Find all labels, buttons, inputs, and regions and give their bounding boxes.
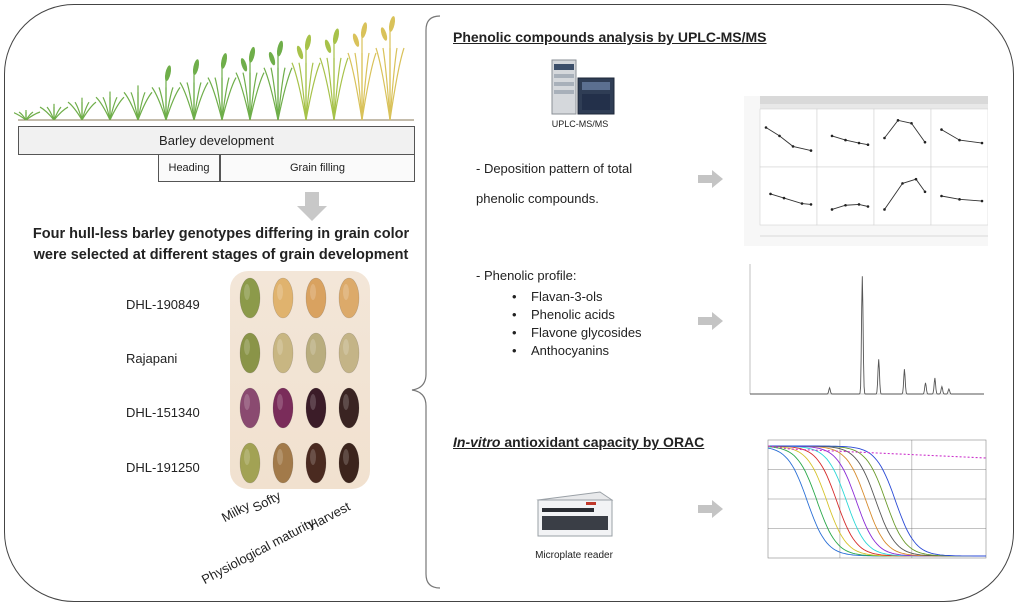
barley-plant bbox=[95, 91, 125, 121]
timeline-label: Barley development bbox=[159, 133, 274, 148]
outer-frame bbox=[4, 4, 1014, 602]
right-arrow-2 bbox=[698, 312, 724, 330]
genotypes-title-line2: were selected at different stages of gra… bbox=[33, 247, 409, 263]
grain bbox=[239, 442, 261, 484]
right-arrow-1 bbox=[698, 170, 724, 188]
deposition-pattern-plot bbox=[744, 96, 988, 246]
grain-grid bbox=[239, 277, 360, 484]
barley-plants-illustration bbox=[14, 16, 414, 121]
barley-plant bbox=[207, 53, 237, 121]
barley-plant bbox=[319, 28, 349, 121]
barley-plant bbox=[235, 46, 265, 121]
uplc-label: UPLC-MS/MS bbox=[551, 119, 609, 129]
genotype-label-4: DHL-191250 bbox=[126, 460, 200, 475]
profile-item-2-label: Phenolic acids bbox=[531, 307, 615, 322]
microplate-label: Microplate reader bbox=[535, 550, 613, 561]
profile-heading: - Phenolic profile: bbox=[476, 268, 577, 283]
grain bbox=[272, 387, 294, 429]
grain bbox=[338, 387, 360, 429]
section-title-orac: In-vitro antioxidant capacity by ORAC bbox=[453, 434, 704, 450]
grain bbox=[305, 277, 327, 319]
section-title-uplc: Phenolic compounds analysis by UPLC-MS/M… bbox=[453, 29, 767, 45]
uplc-instrument-icon bbox=[551, 59, 615, 115]
heading-stage-box: Heading bbox=[158, 155, 220, 182]
heading-stage-label: Heading bbox=[168, 162, 210, 174]
right-arrow-3 bbox=[698, 500, 724, 518]
timeline-bar: Barley development bbox=[18, 126, 415, 155]
grain bbox=[239, 332, 261, 374]
grain bbox=[272, 442, 294, 484]
profile-item-1-label: Flavan-3-ols bbox=[531, 289, 603, 304]
deposition-text-line2: phenolic compounds. bbox=[476, 191, 599, 206]
genotypes-title: Four hull-less barley genotypes differin… bbox=[18, 224, 424, 266]
barley-plant bbox=[151, 65, 181, 121]
orac-decay-plot bbox=[744, 436, 990, 570]
genotype-label-2: Rajapani bbox=[126, 351, 178, 366]
grain bbox=[338, 442, 360, 484]
grain-filling-stage-box: Grain filling bbox=[220, 155, 415, 182]
barley-plant bbox=[14, 110, 41, 121]
profile-item-1: • Flavan-3-ols bbox=[512, 289, 603, 304]
genotypes-title-line1: Four hull-less barley genotypes differin… bbox=[32, 226, 410, 242]
barley-plant bbox=[291, 34, 321, 121]
section-title-orac-rest: antioxidant capacity by ORAC bbox=[500, 434, 705, 450]
barley-plant bbox=[263, 40, 293, 121]
grain bbox=[239, 387, 261, 429]
grain bbox=[338, 332, 360, 374]
barley-plant bbox=[39, 103, 69, 121]
grain bbox=[305, 332, 327, 374]
curly-brace bbox=[411, 15, 441, 589]
grain bbox=[305, 442, 327, 484]
profile-item-4-label: Anthocyanins bbox=[531, 343, 610, 358]
grain-filling-stage-label: Grain filling bbox=[289, 162, 346, 174]
barley-plants bbox=[14, 16, 405, 121]
down-arrow bbox=[296, 192, 328, 222]
barley-plant bbox=[67, 97, 97, 121]
microplate-reader-icon bbox=[536, 491, 614, 537]
grain bbox=[338, 277, 360, 319]
barley-plant bbox=[123, 85, 153, 121]
chromatogram-plot bbox=[744, 256, 988, 406]
barley-plant bbox=[179, 59, 209, 121]
grain bbox=[239, 277, 261, 319]
profile-item-3: • Flavone glycosides bbox=[512, 325, 642, 340]
genotype-label-3: DHL-151340 bbox=[126, 405, 200, 420]
profile-item-2: • Phenolic acids bbox=[512, 307, 615, 322]
barley-plant bbox=[375, 16, 405, 121]
grain bbox=[305, 387, 327, 429]
genotype-label-1: DHL-190849 bbox=[126, 297, 200, 312]
deposition-text-line1: - Deposition pattern of total bbox=[476, 161, 633, 176]
profile-item-4: • Anthocyanins bbox=[512, 343, 610, 358]
grain bbox=[272, 277, 294, 319]
section-title-orac-italic: In-vitro bbox=[453, 434, 501, 450]
grain bbox=[272, 332, 294, 374]
profile-item-3-label: Flavone glycosides bbox=[531, 325, 642, 340]
barley-plant bbox=[347, 22, 377, 121]
